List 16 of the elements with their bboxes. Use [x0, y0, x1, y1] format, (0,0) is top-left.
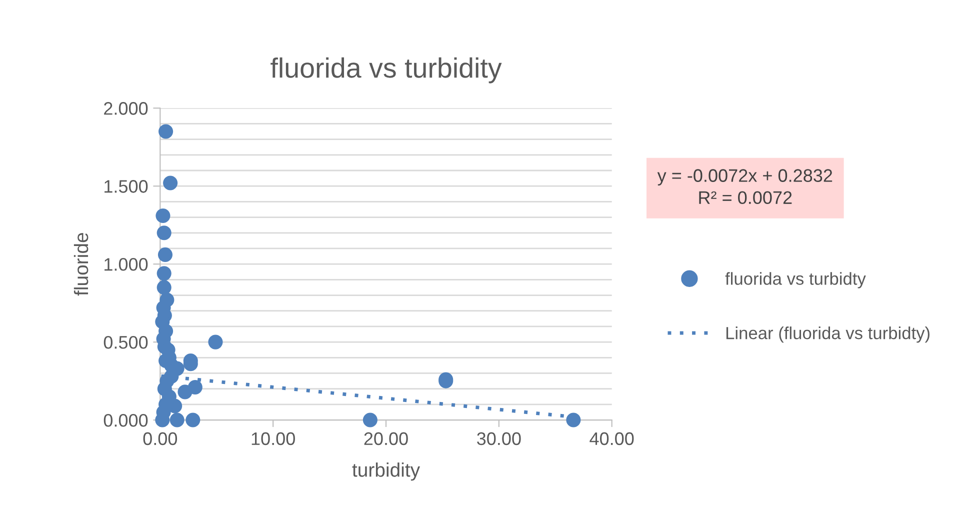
text: y = -0.0072x + 0.2832 R² = 0.0072	[657, 169, 832, 204]
x-tick-label: 0.00	[143, 432, 178, 446]
x-axis-title: turbidity	[352, 462, 420, 481]
chart-title: fluorida vs turbidity	[270, 57, 502, 84]
x-tick-label: 20.00	[364, 432, 408, 446]
y-tick-label: 1.000	[104, 258, 148, 271]
y-axis-title: fluoride	[74, 233, 88, 296]
y-tick-label: 0.500	[104, 336, 148, 349]
x-tick-label: 40.00	[590, 432, 634, 446]
y-tick-label: 2.000	[104, 102, 148, 115]
x-tick-label: 10.00	[252, 432, 295, 446]
legend-label: Linear (fluorida vs turbidty)	[726, 326, 930, 343]
x-tick-label: 30.00	[477, 432, 521, 446]
y-tick-label: 1.500	[104, 180, 148, 193]
y-tick-label: 0.000	[104, 414, 148, 427]
legend-label: fluorida vs turbidty	[725, 272, 866, 288]
